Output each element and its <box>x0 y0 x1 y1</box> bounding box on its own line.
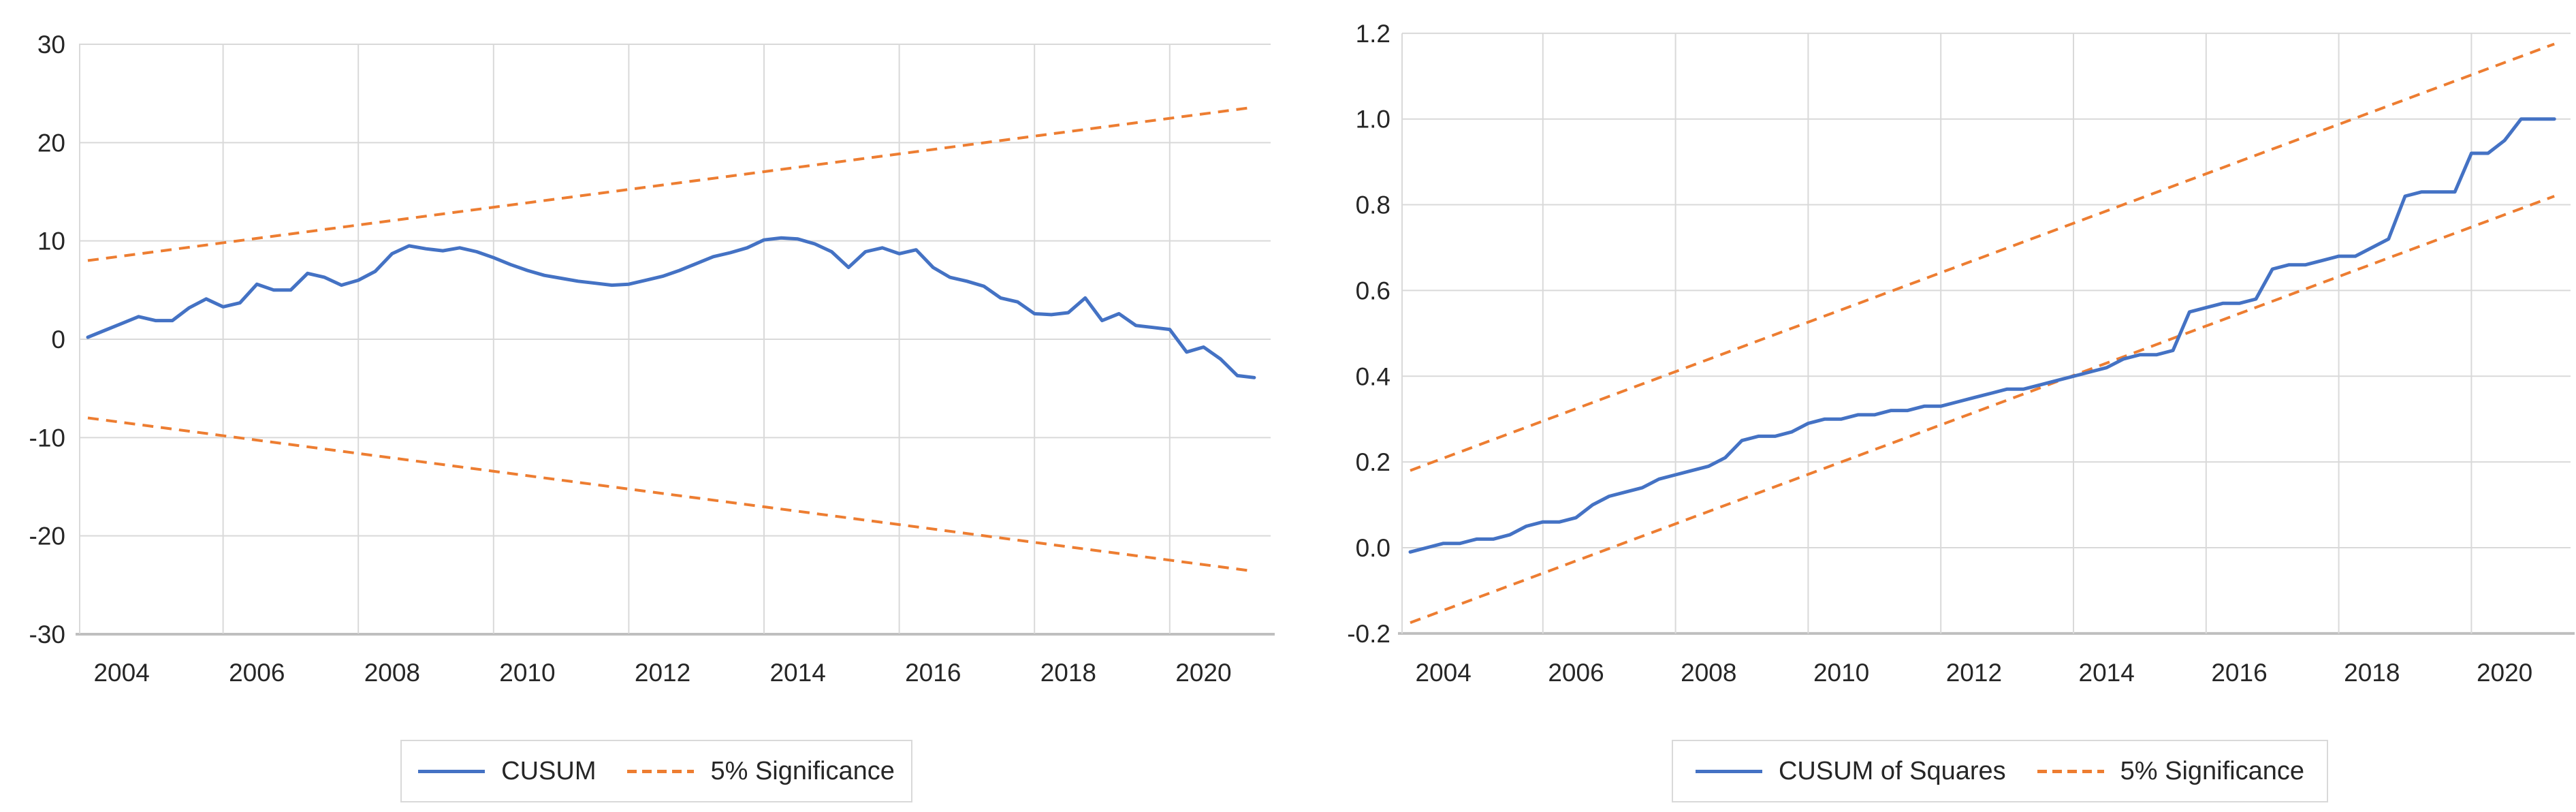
x-tick-label: 2014 <box>2079 659 2135 687</box>
y-tick-label: 0.8 <box>1356 191 1390 219</box>
x-tick-label: 2008 <box>364 659 420 687</box>
x-tick-label: 2018 <box>2344 659 2400 687</box>
x-tick-label: 2004 <box>93 659 149 687</box>
y-tick-label: -30 <box>29 621 65 649</box>
legend-item-significance-left: 5% Significance <box>627 756 895 786</box>
y-tick-label: -20 <box>29 522 65 550</box>
cusum-line-swatch <box>418 769 486 773</box>
y-tick-label: 20 <box>37 129 65 157</box>
significance-legend-label-left: 5% Significance <box>710 756 895 785</box>
cusum-legend-label: CUSUM <box>501 756 597 785</box>
x-tick-label: 2008 <box>1681 659 1736 687</box>
x-tick-label: 2016 <box>2211 659 2267 687</box>
x-tick-label: 2012 <box>635 659 690 687</box>
y-tick-label: -0.2 <box>1347 620 1390 648</box>
x-tick-label: 2006 <box>1548 659 1604 687</box>
legend-cusum: CUSUM 5% Significance <box>400 740 912 802</box>
y-tick-label: 0.0 <box>1356 534 1390 562</box>
y-tick-label: 0.4 <box>1356 362 1390 390</box>
significance-line-swatch-right <box>2037 769 2104 773</box>
significance-upper-line <box>1410 42 2555 472</box>
y-tick-label: 1.2 <box>1356 20 1390 48</box>
x-tick-label: 2006 <box>229 659 285 687</box>
x-tick-label: 2012 <box>1946 659 2002 687</box>
y-tick-label: 30 <box>37 31 65 59</box>
y-tick-label: 0.6 <box>1356 277 1390 304</box>
cusum-of-squares-line <box>1408 117 2556 554</box>
y-tick-label: 0 <box>51 326 65 354</box>
legend-item-cusum-of-squares: CUSUM of Squares <box>1695 756 2006 786</box>
x-tick-label: 2010 <box>499 659 555 687</box>
y-tick-label: 10 <box>37 228 65 255</box>
legend-cusum-of-squares: CUSUM of Squares 5% Significance <box>1672 740 2328 802</box>
legend-item-significance-right: 5% Significance <box>2037 757 2304 786</box>
y-tick-label: 1.0 <box>1356 106 1390 134</box>
cusumsq-line-swatch <box>1695 769 1762 773</box>
significance-legend-label-right: 5% Significance <box>2120 756 2305 785</box>
y-tick-label: -10 <box>29 424 65 452</box>
cusum-line <box>86 236 1256 379</box>
cusumsq-legend-label: CUSUM of Squares <box>1778 756 2006 785</box>
x-tick-label: 2018 <box>1040 659 1096 687</box>
significance-lower-line <box>87 416 1255 573</box>
significance-upper-line <box>87 106 1255 262</box>
x-tick-label: 2004 <box>1416 659 1472 687</box>
legend-item-cusum: CUSUM <box>418 757 596 786</box>
x-tick-label: 2010 <box>1813 659 1869 687</box>
x-tick-label: 2016 <box>905 659 961 687</box>
y-tick-label: 0.2 <box>1356 448 1390 476</box>
x-tick-label: 2020 <box>1175 659 1231 687</box>
significance-lower-line <box>1410 195 2555 625</box>
significance-line-swatch-left <box>627 769 695 773</box>
x-tick-label: 2020 <box>2477 659 2532 687</box>
x-tick-label: 2014 <box>769 659 825 687</box>
